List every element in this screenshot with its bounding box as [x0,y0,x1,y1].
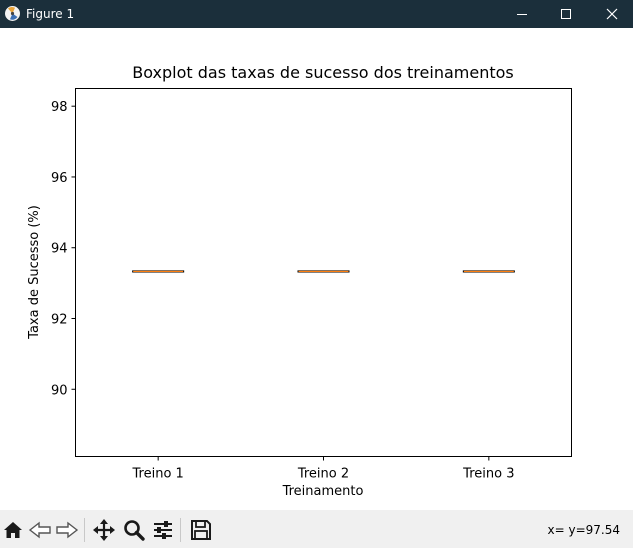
y-tick-label: 92 [51,313,68,328]
toolbar-separator [180,518,181,542]
pan-button[interactable] [91,518,117,542]
navigation-toolbar: x= y=97.54 [0,510,633,548]
x-axis: Treino 1 Treino 2 Treino 3 [132,456,514,482]
configure-subplots-button[interactable] [150,518,176,542]
minimize-icon [517,14,527,15]
configure-subplots-icon [154,521,172,539]
close-button[interactable] [589,0,633,28]
x-tick-label: Treino 1 [132,467,184,482]
home-button[interactable] [0,518,26,542]
window-title: Figure 1 [26,7,75,21]
save-button[interactable] [188,518,214,542]
x-axis-label: Treinamento [282,484,364,499]
x-tick-label: Treino 2 [297,467,349,482]
maximize-icon [561,9,571,19]
y-axis-label: Taxa de Sucesso (%) [27,205,42,340]
close-icon [606,8,618,20]
window-titlebar: Figure 1 [0,0,633,28]
figure-canvas[interactable]: Boxplot das taxas de sucesso dos treinam… [0,28,633,510]
chart-title: Boxplot das taxas de sucesso dos treinam… [132,63,513,82]
pan-icon [93,519,115,541]
y-tick-label: 94 [51,242,68,257]
coordinate-readout: x= y=97.54 [547,523,620,537]
home-icon [4,522,22,538]
toolbar-separator [84,518,85,542]
back-icon [28,521,51,539]
y-tick-label: 96 [51,171,68,186]
boxplot-chart: Boxplot das taxas de sucesso dos treinam… [27,63,572,499]
maximize-button[interactable] [543,0,589,28]
save-icon [191,520,211,540]
zoom-icon [124,520,145,541]
forward-button[interactable] [54,518,80,542]
axes-frame [75,88,572,457]
y-tick-label: 90 [51,383,68,398]
minimize-button[interactable] [499,0,545,28]
zoom-button[interactable] [121,518,147,542]
forward-icon [56,521,79,539]
y-tick-label: 98 [51,100,68,115]
y-axis: 90 92 94 96 98 [51,100,76,398]
matplotlib-icon [5,6,20,21]
x-tick-label: Treino 3 [462,467,514,482]
back-button[interactable] [27,518,53,542]
